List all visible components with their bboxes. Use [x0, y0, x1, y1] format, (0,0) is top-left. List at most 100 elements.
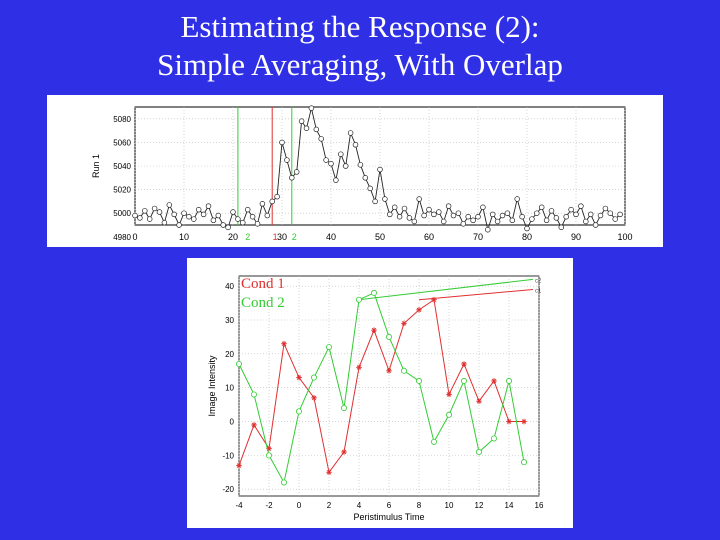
run1-data-point [357, 162, 364, 168]
run1-data-point [450, 212, 457, 219]
y-tick-label: 5040 [113, 162, 131, 171]
cond2-data-point [520, 459, 527, 466]
cond2-data-point [311, 374, 318, 381]
run1-data-point [543, 217, 550, 224]
run1-data-point [519, 213, 525, 220]
x-tick-label: 16 [535, 501, 544, 510]
cond2-data-point [370, 289, 377, 296]
run1-data-point [553, 215, 560, 221]
cond1-trend-label: c1 [535, 289, 542, 295]
run1-data-point [338, 151, 344, 157]
cond2-data-point [400, 367, 407, 374]
cond1-trend-line [418, 289, 534, 301]
run-timecourse-chart: 0 10 20 30 40 50 60 70 80 90 100498050005020504050… [91, 105, 633, 242]
run1-data-point [225, 224, 231, 231]
run1-data-point [186, 213, 192, 220]
run1-data-point [200, 211, 207, 218]
run1-data-point [421, 212, 427, 219]
run1-data-point [617, 211, 623, 218]
run1-data-point [396, 213, 403, 220]
run1-data-point [587, 211, 594, 218]
run1-data-point [195, 206, 202, 213]
run1-data-point [347, 130, 354, 136]
run1-data-point [509, 217, 516, 224]
cond2-data-point [460, 377, 467, 384]
run1-data-point [244, 206, 251, 213]
run1-data-point [465, 213, 471, 220]
run1-data-point [558, 224, 565, 231]
run1-data-point [249, 213, 256, 220]
run1-data-point [210, 217, 217, 224]
run1-data-point [494, 218, 501, 225]
run1-data-point [612, 216, 618, 222]
run1-data-point [220, 222, 226, 228]
run1-data-point [323, 157, 329, 163]
run1-data-point [445, 203, 452, 209]
x-tick-label: 70 [473, 232, 483, 242]
x-tick-label: -2 [265, 501, 273, 510]
x-tick-label: 10 [179, 232, 189, 242]
cond2-data-point [490, 435, 497, 442]
run1-data-point [568, 206, 574, 213]
run1-data-point [333, 177, 339, 183]
run1-data-point [342, 163, 349, 169]
x-tick-label: 8 [417, 501, 422, 510]
x-tick-label: 12 [475, 501, 484, 510]
run1-data-point [406, 215, 413, 221]
run1-data-point [440, 218, 447, 225]
run1-data-point [470, 217, 476, 224]
run1-data-point [240, 219, 246, 226]
cond2-data-point [281, 479, 288, 486]
run1-data-point [254, 221, 261, 227]
run1-data-point [259, 201, 266, 207]
run1-data-point [156, 209, 163, 215]
run1-data-point [171, 211, 177, 218]
y-tick-label: 5060 [113, 138, 131, 147]
cond2-data-point [415, 377, 422, 384]
y-tick-label: 40 [225, 282, 234, 291]
y-tick-label: 5000 [113, 209, 131, 218]
run1-data-point [132, 212, 138, 219]
cond1-data-point [236, 462, 242, 469]
run1-data-point [274, 193, 280, 200]
cond1-data-point [311, 395, 317, 401]
run1-data-point [602, 205, 609, 212]
x-tick-label: 2 [327, 501, 332, 510]
x-tick-label: 60 [424, 232, 434, 242]
run1-data-point [382, 196, 388, 202]
y-tick-label: 4980 [113, 233, 131, 242]
cond1-data-point [341, 449, 347, 455]
onset-label: 2 [245, 232, 250, 242]
run1-data-point [529, 216, 535, 222]
x-tick-label: -4 [235, 501, 243, 510]
cond1-data-point [506, 418, 512, 425]
y-tick-label: -10 [222, 451, 234, 460]
cond1-data-point [461, 361, 467, 367]
run1-data-point [289, 175, 295, 181]
run1-data-point [372, 198, 378, 205]
cond2-trend-line [358, 278, 534, 301]
run1-data-point [146, 216, 153, 222]
run1-data-point [485, 226, 491, 233]
x-tick-label: 14 [505, 501, 514, 510]
run1-data-point [318, 136, 324, 142]
run1-data-point [436, 209, 442, 215]
cond1-data-point [356, 364, 362, 371]
y-tick-label: 5080 [113, 115, 131, 124]
cond2-data-point [296, 408, 303, 415]
run1-data-point [387, 211, 393, 218]
cond1-data-point [386, 367, 392, 374]
onset-label: 1 [273, 232, 278, 242]
cond2-series-line [238, 292, 525, 484]
x-tick-label: 0 [132, 232, 137, 242]
run1-data-point [480, 204, 486, 211]
run1-data-point [489, 211, 496, 218]
y-tick-label: 30 [225, 316, 234, 325]
cond2-data-point [325, 344, 332, 351]
run1-data-point [161, 219, 168, 226]
run1-data-point [191, 216, 197, 222]
run1-data-point [401, 205, 408, 212]
slide-title-line2: Simple Averaging, With Overlap [157, 47, 563, 82]
run1-data-point [269, 198, 275, 205]
x-axis-label: Peristimulus Time [353, 512, 424, 522]
